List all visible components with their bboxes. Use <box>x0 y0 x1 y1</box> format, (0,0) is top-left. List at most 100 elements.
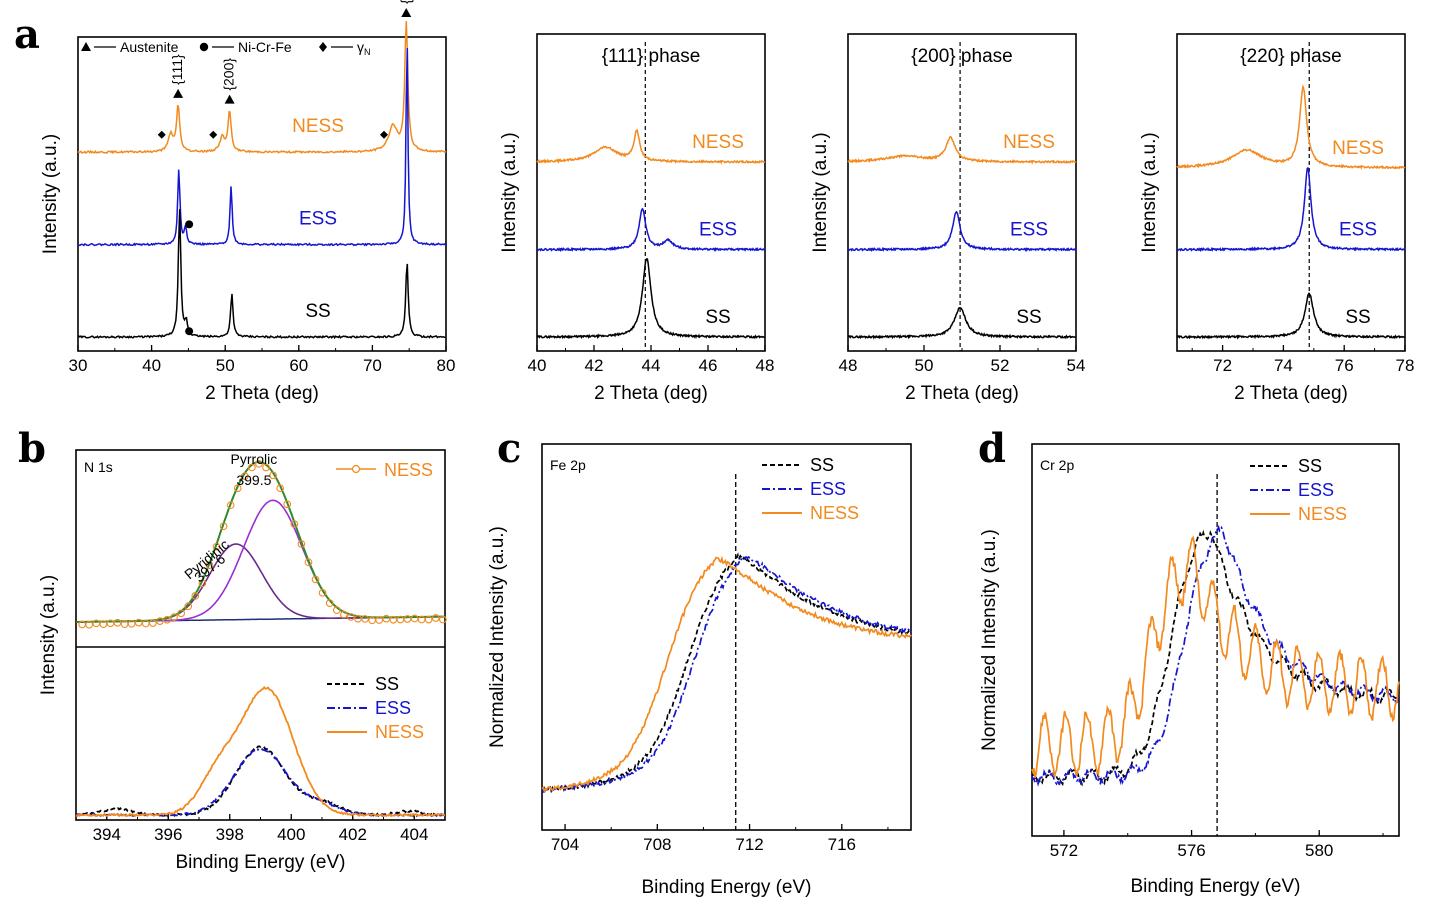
diamond-marker-icon <box>319 42 327 52</box>
panel-a2: 40 42 44 46 48 2 Theta (deg) Intensity (a.u.) {… <box>499 33 774 404</box>
x-tick-label: 716 <box>828 835 856 854</box>
data-point-ness <box>276 484 285 493</box>
data-point-ness <box>205 561 214 569</box>
panel-d: 572 576 580 Binding Energy (eV) Normalized I… <box>979 443 1400 897</box>
data-point-ness <box>85 620 94 629</box>
series-line-ss <box>1031 529 1400 787</box>
x-tick-label: 580 <box>1305 841 1333 860</box>
peak-index-label: {220} <box>397 0 413 4</box>
series-line-ss <box>541 552 912 794</box>
peak-index-label: {111} <box>169 54 185 85</box>
chart-title: N 1s <box>84 459 113 475</box>
x-axis-label: Binding Energy (eV) <box>641 877 811 898</box>
x-tick-label: 704 <box>551 835 579 854</box>
chart-title: {111} phase <box>602 46 701 67</box>
panel-a1: 30 40 50 60 70 80 2 Theta (deg) Intensity (a.u.… <box>40 0 455 404</box>
x-tick-label: 80 <box>437 356 456 375</box>
series-line-ess <box>1176 166 1406 253</box>
x-tick-label: 398 <box>216 825 244 844</box>
x-tick-label: 394 <box>93 825 121 844</box>
data-point-ness <box>311 575 320 584</box>
x-tick-label: 74 <box>1274 356 1293 375</box>
series-line-ness <box>541 555 912 794</box>
series-label-ss: SS <box>1016 307 1041 328</box>
data-point-ness <box>382 614 391 623</box>
x-axis-label: 2 Theta (deg) <box>594 383 708 404</box>
panel-a3: 48 50 52 54 2 Theta (deg) Intensity (a.u.) {20… <box>810 33 1086 404</box>
series-line-ss <box>77 209 447 340</box>
legend-label: Austenite <box>120 39 179 55</box>
series-label-ss: SS <box>305 301 330 322</box>
x-tick-label: 54 <box>1067 356 1086 375</box>
triangle-marker-icon <box>401 8 412 18</box>
plot-frame <box>1176 33 1406 352</box>
legend-label-ss: SS <box>375 674 399 694</box>
series-line-ness <box>75 685 446 818</box>
triangle-marker-icon <box>81 42 91 51</box>
x-axis-label: 2 Theta (deg) <box>205 383 319 404</box>
triangle-marker-icon <box>224 94 235 104</box>
x-tick-label: 42 <box>585 356 604 375</box>
data-point-ness <box>297 540 306 548</box>
series-line-ness <box>1031 535 1400 779</box>
data-point-ness <box>410 614 419 623</box>
series-line-ess <box>536 207 766 253</box>
fit-component-pyridinic <box>76 543 445 623</box>
x-tick-label: 48 <box>839 356 858 375</box>
data-point-ness <box>226 501 235 510</box>
annotation-pyrrolic-value: 399.5 <box>236 472 271 488</box>
fit-component-pyrrolic <box>76 499 445 623</box>
panel-a4: 72 74 76 78 2 Theta (deg) Intensity (a.u.) {22… <box>1139 33 1414 404</box>
x-tick-label: 396 <box>154 825 182 844</box>
series-line-ness <box>536 128 766 165</box>
y-axis-label: Normalized Intensity (a.u.) <box>979 529 1000 751</box>
x-tick-label: 30 <box>69 356 88 375</box>
data-point-ness <box>156 617 164 625</box>
legend-label-ess: ESS <box>375 698 411 718</box>
legend-label: Ni-Cr-Fe <box>238 39 292 55</box>
data-point-ness <box>438 615 447 624</box>
data-point-ness <box>113 618 122 627</box>
x-tick-label: 402 <box>339 825 367 844</box>
plot-frame <box>847 33 1077 352</box>
legend-label-ss: SS <box>810 455 834 475</box>
chart-title: Fe 2p <box>550 457 586 473</box>
diamond-marker-icon <box>157 130 166 139</box>
data-point-ness <box>170 613 178 621</box>
x-axis-label: 2 Theta (deg) <box>1234 383 1348 404</box>
x-tick-label: 712 <box>735 835 763 854</box>
data-point-ness <box>99 620 108 628</box>
panel-c: 704 708 712 716 Binding Energy (eV) Normalize… <box>487 443 912 898</box>
legend-label-ness: NESS <box>384 460 433 480</box>
series-label-ness: NESS <box>292 116 344 137</box>
series-line-ess <box>847 210 1077 253</box>
legend-label-ess: ESS <box>810 479 846 499</box>
series-line-ess <box>75 747 446 818</box>
plot-frame <box>77 36 447 352</box>
x-tick-label: 404 <box>400 825 428 844</box>
series-label-ess: ESS <box>1010 220 1048 241</box>
x-tick-label: 40 <box>142 356 161 375</box>
data-point-ness <box>290 520 299 528</box>
diamond-marker-icon <box>209 130 218 139</box>
x-tick-label: 46 <box>699 356 718 375</box>
plot-frame <box>536 33 766 352</box>
data-point-ness <box>304 558 313 567</box>
plot-frame <box>541 443 912 831</box>
y-axis-label: Intensity (a.u.) <box>40 134 61 254</box>
panel-letter-c: c <box>497 425 521 472</box>
series-label-ness: NESS <box>1003 132 1055 153</box>
x-tick-label: 400 <box>277 825 305 844</box>
legend-label-ness: NESS <box>1298 504 1347 524</box>
x-tick-label: 50 <box>915 356 934 375</box>
data-point-ness <box>212 542 221 551</box>
legend-label: γN <box>357 39 371 57</box>
panel-letter-d: d <box>978 425 1006 472</box>
x-tick-label: 50 <box>216 356 235 375</box>
data-point-ness <box>325 599 334 607</box>
circle-marker-icon <box>185 327 194 336</box>
series-line-ess <box>541 555 912 793</box>
data-point-ness <box>283 500 292 509</box>
data-point-ness <box>240 472 249 480</box>
